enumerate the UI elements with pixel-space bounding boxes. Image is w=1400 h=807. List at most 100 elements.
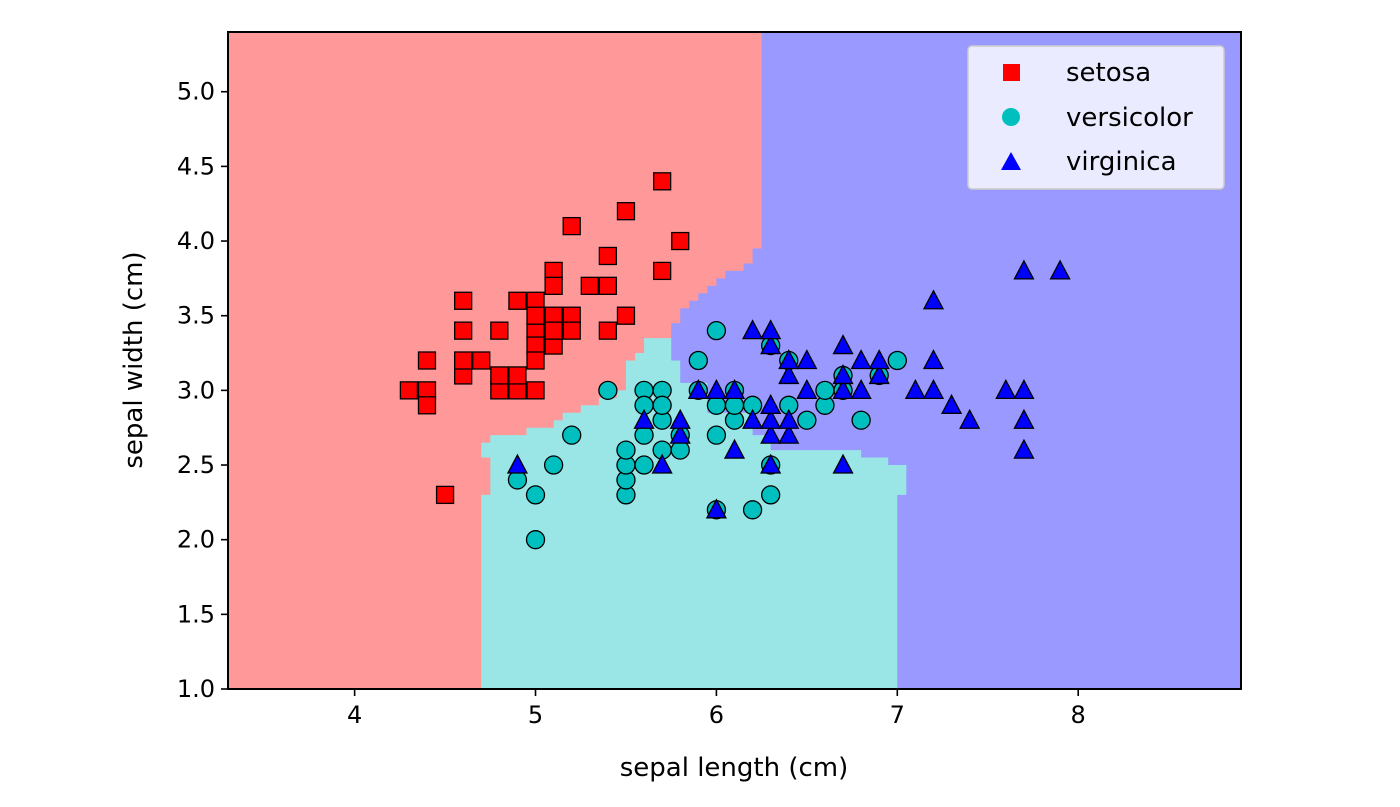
point-virginica <box>850 378 872 400</box>
y-tick-label: 1.0 <box>177 675 215 703</box>
y-tick-label: 1.5 <box>177 600 215 628</box>
point-virginica <box>959 408 981 429</box>
point-versicolor <box>887 350 907 371</box>
point-versicolor <box>688 350 708 371</box>
region-versicolor <box>481 338 907 689</box>
point-virginica <box>723 378 746 400</box>
point-virginica <box>922 289 945 310</box>
point-virginica <box>651 453 673 474</box>
point-setosa <box>472 351 491 370</box>
point-virginica <box>1013 378 1035 400</box>
point-setosa <box>598 246 618 266</box>
point-virginica <box>1049 259 1071 280</box>
point-setosa <box>598 276 618 295</box>
legend-marker-setosa <box>1003 64 1020 81</box>
point-setosa <box>490 366 509 385</box>
point-virginica <box>705 378 727 400</box>
point-setosa <box>399 381 419 400</box>
legend: setosa versicolor virginica <box>967 45 1225 190</box>
point-versicolor <box>634 455 654 475</box>
plot-frame <box>227 31 1242 690</box>
point-setosa <box>544 321 563 340</box>
point-versicolor <box>562 425 582 445</box>
point-versicolor <box>616 440 636 460</box>
point-setosa <box>671 231 690 251</box>
point-virginica <box>922 349 945 370</box>
point-setosa <box>580 276 599 295</box>
point-virginica <box>760 423 782 444</box>
legend-marker-virginica <box>1001 152 1021 170</box>
point-setosa <box>454 321 473 340</box>
point-virginica <box>705 498 727 519</box>
point-virginica <box>633 408 655 429</box>
point-versicolor <box>706 425 727 445</box>
x-tick-label: 4 <box>347 701 362 729</box>
point-virginica <box>832 364 854 385</box>
point-setosa <box>616 202 636 221</box>
point-virginica <box>723 438 746 459</box>
point-versicolor <box>815 380 835 401</box>
point-virginica <box>904 378 926 400</box>
point-virginica <box>778 408 800 429</box>
x-axis: 4 5 6 7 8 <box>347 689 1086 729</box>
legend-label-virginica: virginica <box>1066 147 1177 177</box>
point-setosa <box>652 172 672 191</box>
point-setosa <box>454 291 473 310</box>
legend-label-versicolor: versicolor <box>1066 103 1193 133</box>
point-virginica <box>742 319 764 340</box>
y-tick-label: 2.5 <box>177 451 215 479</box>
point-virginica <box>687 378 709 400</box>
data-points <box>399 172 1071 550</box>
point-virginica <box>922 378 945 400</box>
point-versicolor <box>761 485 781 505</box>
x-axis-label: sepal length (cm) <box>620 753 849 783</box>
point-virginica <box>669 408 691 429</box>
point-setosa <box>508 291 527 310</box>
point-virginica <box>832 453 854 474</box>
point-setosa <box>490 321 509 340</box>
x-tick-label: 6 <box>709 701 724 729</box>
point-versicolor <box>851 410 871 430</box>
point-setosa <box>598 321 618 340</box>
point-virginica <box>760 334 782 355</box>
y-tick-label: 3.5 <box>177 302 215 330</box>
point-virginica <box>1013 408 1035 429</box>
point-virginica <box>1013 438 1035 459</box>
point-setosa <box>526 351 545 370</box>
point-setosa <box>652 261 672 281</box>
point-virginica <box>778 423 800 444</box>
point-virginica <box>832 334 854 355</box>
legend-label-setosa: setosa <box>1066 58 1151 88</box>
y-tick-label: 2.0 <box>177 526 215 554</box>
point-setosa <box>454 351 473 370</box>
point-versicolor <box>706 320 727 341</box>
point-setosa <box>526 381 545 400</box>
point-virginica <box>796 349 818 370</box>
point-setosa <box>417 351 437 370</box>
point-virginica <box>940 393 963 414</box>
point-virginica <box>760 393 782 414</box>
point-virginica <box>796 378 818 400</box>
point-setosa <box>616 306 636 325</box>
y-axis: 1.0 1.5 2.0 2.5 3.0 3.5 4.0 4.5 5.0 <box>177 78 228 703</box>
point-setosa <box>435 485 455 505</box>
point-virginica <box>760 408 782 429</box>
legend-marker-versicolor <box>1002 108 1020 126</box>
point-virginica <box>669 423 691 444</box>
x-tick-label: 7 <box>890 701 905 729</box>
point-setosa <box>417 396 437 415</box>
point-virginica <box>850 349 872 370</box>
point-virginica <box>1013 259 1035 280</box>
point-virginica <box>778 364 800 385</box>
point-versicolor <box>525 530 546 550</box>
y-tick-label: 4.5 <box>177 152 215 180</box>
point-virginica <box>778 349 800 370</box>
point-virginica <box>832 378 854 400</box>
point-versicolor <box>543 455 564 475</box>
y-tick-label: 5.0 <box>177 78 215 106</box>
point-versicolor <box>652 395 672 415</box>
point-virginica <box>506 453 529 474</box>
point-virginica <box>742 408 764 429</box>
